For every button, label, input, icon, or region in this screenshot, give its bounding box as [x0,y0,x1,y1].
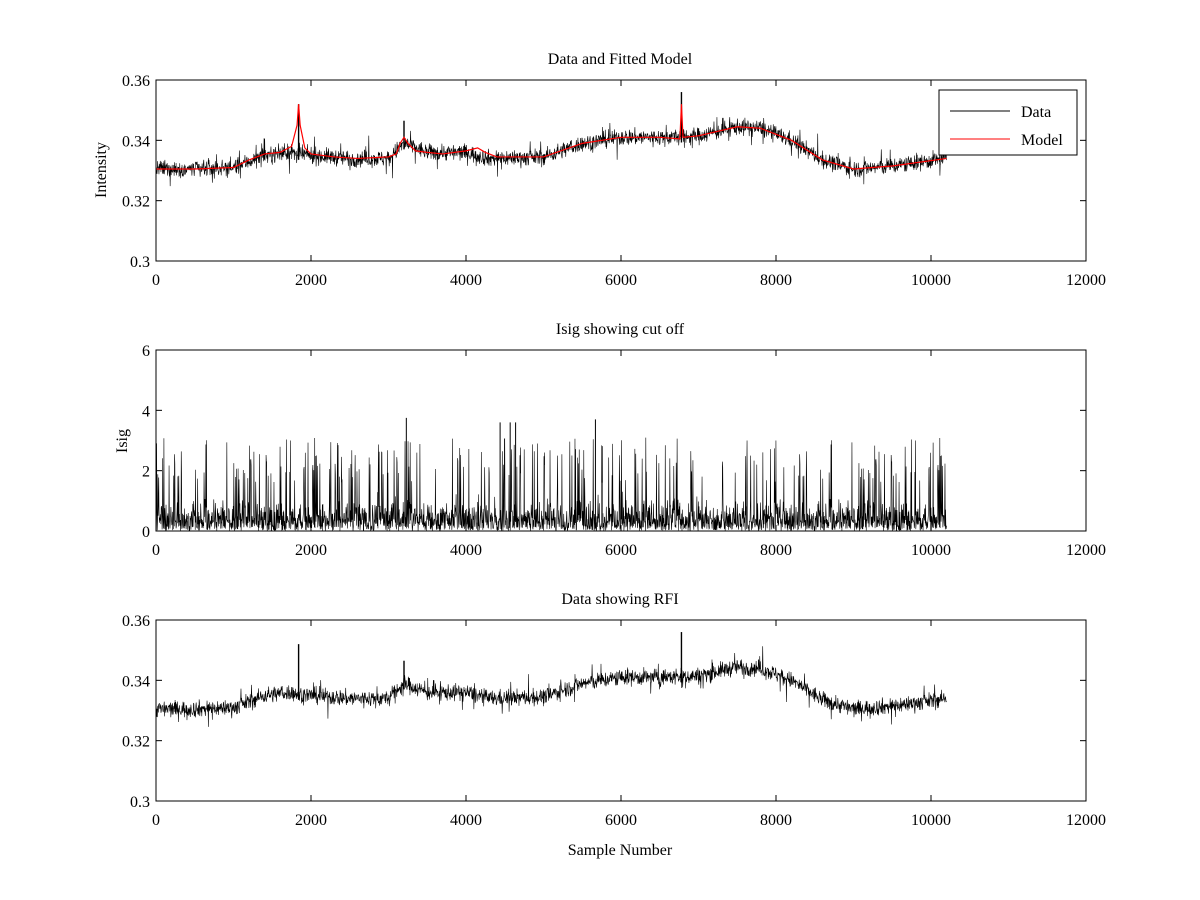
series-group [156,92,947,187]
y-tick-label: 0.32 [122,734,150,751]
series-line-data [156,646,947,727]
series-group [156,417,947,531]
panel-isig: Isig showing cut off Isig 0 2000 4000 6000 8… [114,321,1106,559]
chart-title: Isig showing cut off [556,321,685,338]
x-tick-label: 10000 [911,542,951,559]
x-tick-label: 6000 [605,542,637,559]
x-tick-label: 4000 [450,272,482,289]
y-tick-label: 4 [142,403,150,420]
x-tick-label: 12000 [1066,542,1106,559]
y-tick-label: 6 [142,343,150,360]
x-tick-label: 10000 [911,272,951,289]
legend: Data Model [938,89,1078,156]
x-tick-label: 8000 [760,272,792,289]
x-tick-label: 6000 [605,812,637,829]
x-tick-label: 2000 [295,272,327,289]
x-tick-label: 10000 [911,812,951,829]
x-tick-label: 0 [152,812,160,829]
x-tick-label: 4000 [450,812,482,829]
y-axis-label: Intensity [93,142,110,198]
plot-area: 0 2000 4000 6000 8000 10000 12000 0.3 0.32 0.34 0.… [122,73,1106,289]
legend-label-data: Data [1021,104,1051,121]
y-tick-label: 0.3 [130,254,150,271]
x-tick-label: 6000 [605,272,637,289]
y-tick-label: 2 [142,464,150,481]
y-axis-label: Isig [114,429,131,453]
x-axis-label: Sample Number [568,842,673,859]
x-tick-label: 8000 [760,542,792,559]
y-tick-label: 0.34 [122,673,150,690]
panel-data-and-model: Data and Fitted Model Intensity 0 2000 400… [93,51,1106,289]
x-tick-label: 0 [152,272,160,289]
x-tick-label: 2000 [295,812,327,829]
x-tick-label: 8000 [760,812,792,829]
plot-area: 0 2000 4000 6000 8000 10000 12000 0.3 0.32 0.34 0.… [122,613,1106,829]
panel-data-rfi: Data showing RFI 0 2000 4000 6000 8000 10000 1… [122,591,1106,859]
plot-area: 0 2000 4000 6000 8000 10000 12000 0 2 4 6 [142,343,1106,559]
legend-label-model: Model [1021,132,1063,149]
series-line-data [156,117,947,187]
y-tick-label: 0.36 [122,73,150,90]
y-tick-label: 0.3 [130,794,150,811]
x-tick-label: 12000 [1066,812,1106,829]
chart-title: Data and Fitted Model [548,51,693,68]
series-line-isig [156,437,947,531]
x-tick-label: 12000 [1066,272,1106,289]
y-tick-label: 0.32 [122,194,150,211]
y-tick-label: 0.36 [122,613,150,630]
chart-title: Data showing RFI [561,591,678,608]
y-tick-label: 0.34 [122,133,150,150]
x-tick-label: 4000 [450,542,482,559]
x-tick-label: 2000 [295,542,327,559]
series-group [156,632,947,727]
y-tick-label: 0 [142,524,150,541]
series-line-model [156,104,947,170]
x-tick-label: 0 [152,542,160,559]
legend-box [938,89,1078,156]
